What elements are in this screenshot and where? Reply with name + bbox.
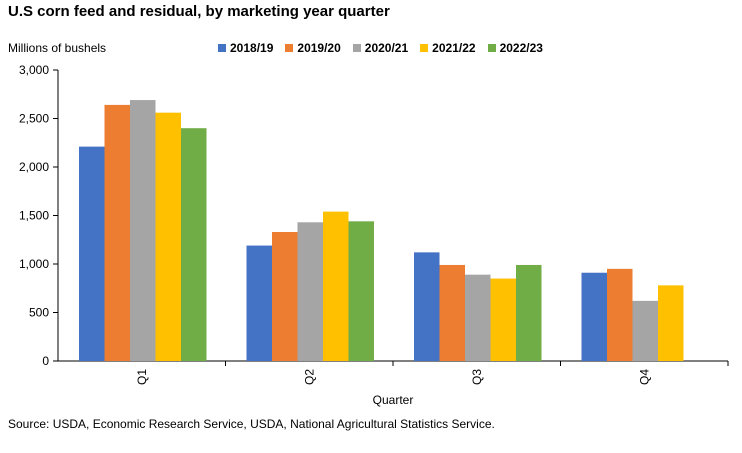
legend-swatch-3 <box>420 44 429 52</box>
x-axis-label: Quarter <box>373 393 414 407</box>
bar-q4-1 <box>607 268 633 361</box>
legend-item-4: 2022/23 <box>487 41 543 55</box>
legend-item-3: 2021/22 <box>420 41 476 55</box>
bar-q1-2 <box>130 100 156 361</box>
source-note: Source: USDA, Economic Research Service,… <box>8 417 495 431</box>
y-tick-label-2: 1,000 <box>19 257 49 271</box>
bar-q4-3 <box>658 285 684 361</box>
y-tick-label-0: 0 <box>42 354 49 368</box>
bar-q2-3 <box>323 211 349 361</box>
bar-q1-0 <box>79 146 105 361</box>
legend-label-1: 2019/20 <box>297 41 341 55</box>
legend-item-0: 2018/19 <box>218 41 273 55</box>
legend-swatch-2 <box>352 44 361 52</box>
legend-swatch-4 <box>487 44 496 52</box>
legend-label-3: 2021/22 <box>432 41 476 55</box>
legend-label-4: 2022/23 <box>499 41 543 55</box>
bar-q4-2 <box>632 300 658 361</box>
y-tick-label-3: 1,500 <box>19 209 49 223</box>
x-tick-label-1: Q2 <box>302 369 316 385</box>
bar-q2-1 <box>272 231 298 361</box>
bar-q1-4 <box>181 128 207 361</box>
bar-q2-4 <box>348 221 374 361</box>
bar-q3-1 <box>439 264 465 361</box>
bar-q3-3 <box>490 278 516 361</box>
x-tick-label-2: Q3 <box>470 369 484 385</box>
legend-swatch-1 <box>285 44 294 52</box>
bar-q3-0 <box>414 252 440 361</box>
legend-swatch-0 <box>218 44 226 52</box>
bar-q3-4 <box>516 264 542 361</box>
legend-label-0: 2018/19 <box>230 41 274 55</box>
legend-item-1: 2019/20 <box>285 41 341 55</box>
bar-q1-3 <box>155 112 181 362</box>
y-tick-label-4: 2,000 <box>19 160 49 174</box>
x-tick-label-0: Q1 <box>135 369 149 385</box>
chart-title: U.S corn feed and residual, by marketing… <box>8 3 390 20</box>
bar-q2-0 <box>246 245 272 361</box>
bar-q3-2 <box>465 274 491 361</box>
y-tick-label-6: 3,000 <box>19 63 49 77</box>
y-tick-label-5: 2,500 <box>19 112 49 126</box>
legend-item-2: 2020/21 <box>352 41 409 55</box>
legend-label-2: 2020/21 <box>364 41 409 55</box>
y-axis-label: Millions of bushels <box>8 41 107 55</box>
legend: 2018/19 2019/20 2020/21 2021/22 2022/23 <box>218 41 543 55</box>
bar-q2-2 <box>297 222 323 361</box>
bar-q4-0 <box>581 272 607 361</box>
x-tick-label-3: Q4 <box>637 369 651 385</box>
y-tick-label-1: 500 <box>29 306 49 320</box>
bar-q1-1 <box>104 104 130 362</box>
